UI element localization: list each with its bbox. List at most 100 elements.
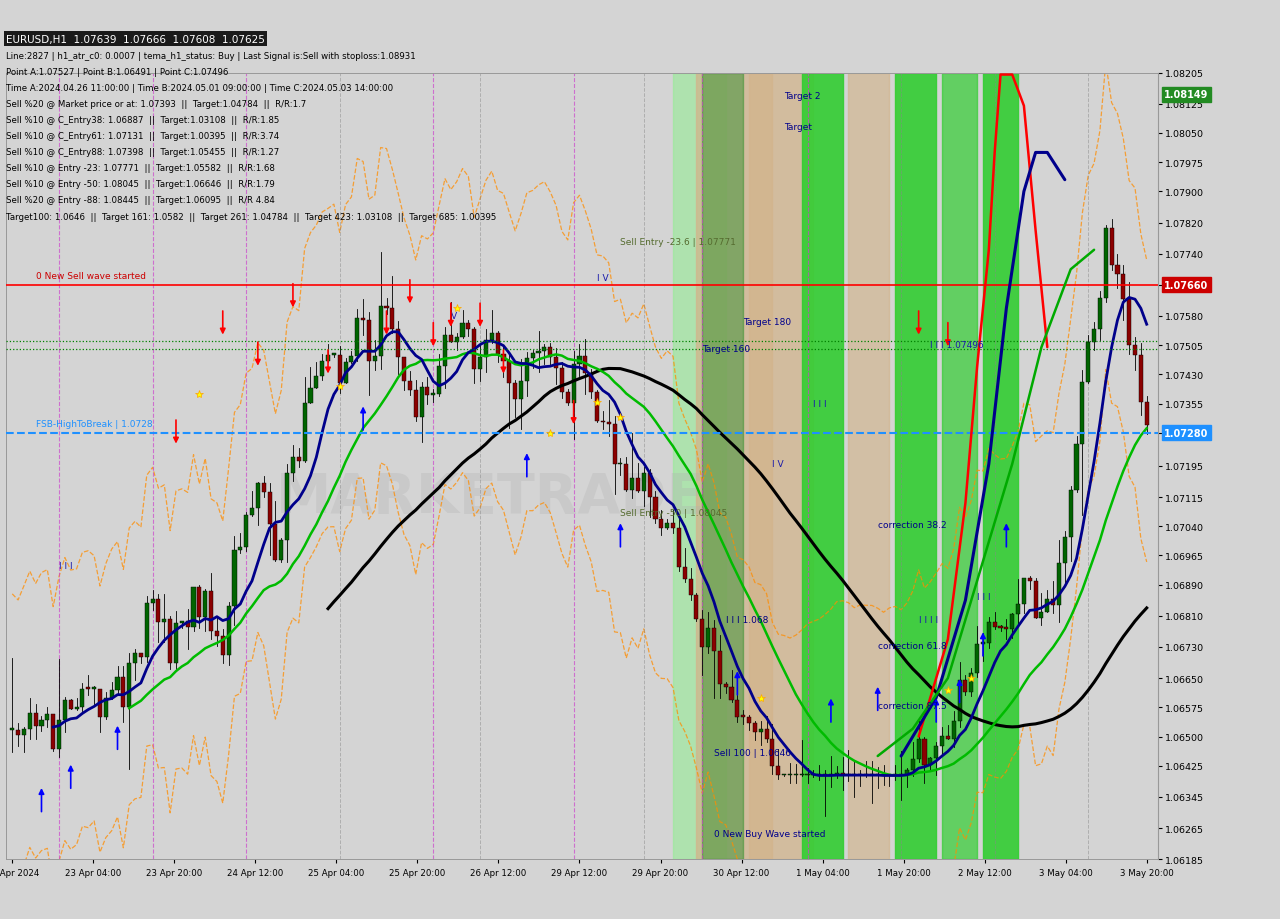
Text: Sell Entry -23.6 | 1.07771: Sell Entry -23.6 | 1.07771 bbox=[621, 238, 736, 247]
Text: Point A:1.07527 | Point B:1.06491 | Point C:1.07496: Point A:1.07527 | Point B:1.06491 | Poin… bbox=[6, 67, 229, 76]
Bar bbox=[127, 664, 132, 708]
Bar bbox=[671, 524, 675, 528]
Text: I I I 1.068: I I I 1.068 bbox=[726, 616, 768, 625]
Bar bbox=[823, 774, 827, 776]
Bar bbox=[186, 621, 189, 628]
Text: MARKETRADE: MARKETRADE bbox=[275, 471, 705, 525]
Bar bbox=[209, 591, 212, 631]
Bar bbox=[413, 391, 417, 417]
Bar bbox=[92, 687, 96, 689]
Bar bbox=[600, 421, 605, 423]
Text: I I I I: I I I I bbox=[919, 616, 938, 625]
Bar bbox=[326, 356, 330, 361]
Bar bbox=[595, 393, 599, 421]
Bar bbox=[22, 729, 26, 735]
Bar bbox=[934, 745, 938, 758]
Text: Target 2: Target 2 bbox=[785, 92, 820, 101]
Text: V: V bbox=[451, 312, 457, 321]
Bar bbox=[749, 74, 813, 859]
Bar bbox=[776, 766, 781, 776]
Bar bbox=[992, 622, 997, 628]
Text: Time A:2024.04.26 11:00:00 | Time B:2024.05.01 09:00:00 | Time C:2024.05.03 14:0: Time A:2024.04.26 11:00:00 | Time B:2024… bbox=[6, 84, 393, 93]
Bar bbox=[484, 340, 488, 357]
Bar bbox=[343, 362, 348, 383]
Bar bbox=[396, 330, 401, 357]
Text: I I I: I I I bbox=[59, 562, 73, 570]
Bar bbox=[801, 74, 842, 859]
Bar bbox=[700, 618, 704, 647]
Bar bbox=[402, 357, 406, 382]
Bar bbox=[703, 74, 744, 859]
Bar bbox=[741, 715, 745, 718]
Bar bbox=[630, 479, 634, 491]
Bar bbox=[315, 377, 319, 388]
Bar bbox=[835, 773, 838, 776]
Bar bbox=[40, 720, 44, 726]
Bar bbox=[1074, 444, 1079, 491]
Text: 1.07660: 1.07660 bbox=[1164, 280, 1208, 290]
Bar bbox=[983, 74, 1018, 859]
Bar bbox=[1062, 537, 1068, 563]
Bar bbox=[349, 357, 353, 362]
Bar bbox=[870, 774, 874, 776]
Text: 0 New Sell wave started: 0 New Sell wave started bbox=[36, 272, 146, 281]
Bar bbox=[895, 74, 936, 859]
Bar bbox=[625, 464, 628, 491]
Bar bbox=[104, 698, 108, 718]
Bar bbox=[648, 473, 652, 498]
Bar bbox=[361, 319, 365, 321]
Text: Target: Target bbox=[785, 123, 812, 132]
Bar bbox=[636, 479, 640, 492]
Bar bbox=[928, 758, 932, 765]
Bar bbox=[882, 774, 886, 776]
Bar bbox=[1133, 346, 1137, 356]
Bar bbox=[805, 774, 809, 776]
Bar bbox=[946, 736, 950, 739]
Bar bbox=[852, 774, 856, 776]
Bar bbox=[507, 361, 511, 383]
Bar bbox=[151, 599, 155, 604]
Bar bbox=[490, 334, 494, 340]
Bar bbox=[250, 509, 253, 515]
Bar bbox=[356, 319, 360, 357]
Bar bbox=[133, 653, 137, 664]
Bar bbox=[472, 330, 476, 369]
Bar bbox=[554, 357, 558, 369]
Bar bbox=[1039, 612, 1043, 618]
Bar bbox=[449, 336, 453, 343]
Bar bbox=[589, 373, 593, 393]
Bar bbox=[957, 680, 961, 721]
Bar bbox=[916, 740, 920, 759]
Bar bbox=[51, 714, 55, 749]
Text: I V: I V bbox=[772, 460, 785, 469]
Bar bbox=[893, 774, 897, 776]
Bar bbox=[197, 587, 201, 617]
Bar bbox=[607, 423, 611, 425]
Bar bbox=[332, 354, 335, 356]
Bar bbox=[800, 774, 804, 776]
Bar bbox=[297, 458, 301, 461]
Bar bbox=[10, 729, 14, 731]
Bar bbox=[969, 673, 973, 692]
Bar bbox=[408, 382, 412, 391]
Bar bbox=[320, 361, 324, 377]
Bar bbox=[730, 687, 733, 700]
Bar bbox=[268, 492, 271, 525]
Bar bbox=[1033, 581, 1038, 618]
Bar bbox=[817, 774, 822, 776]
Bar bbox=[829, 774, 833, 776]
Bar bbox=[572, 365, 576, 403]
Text: correction 61.8: correction 61.8 bbox=[878, 641, 946, 650]
Bar bbox=[577, 357, 581, 365]
Text: Sell %20 @ Entry -88: 1.08445  ||  Target:1.06095  ||  R/R 4.84: Sell %20 @ Entry -88: 1.08445 || Target:… bbox=[6, 196, 275, 205]
Bar bbox=[425, 388, 430, 395]
Bar bbox=[443, 336, 447, 366]
Bar bbox=[227, 607, 230, 655]
Bar bbox=[1103, 229, 1107, 299]
Bar bbox=[279, 540, 283, 561]
Text: Target100: 1.0646  ||  Target 161: 1.0582  ||  Target 261: 1.04784  ||  Target 4: Target100: 1.0646 || Target 161: 1.0582 … bbox=[6, 212, 497, 221]
Bar bbox=[115, 677, 119, 690]
Text: I I I: I I I bbox=[977, 592, 991, 601]
Bar bbox=[45, 714, 50, 720]
Bar bbox=[338, 356, 342, 383]
